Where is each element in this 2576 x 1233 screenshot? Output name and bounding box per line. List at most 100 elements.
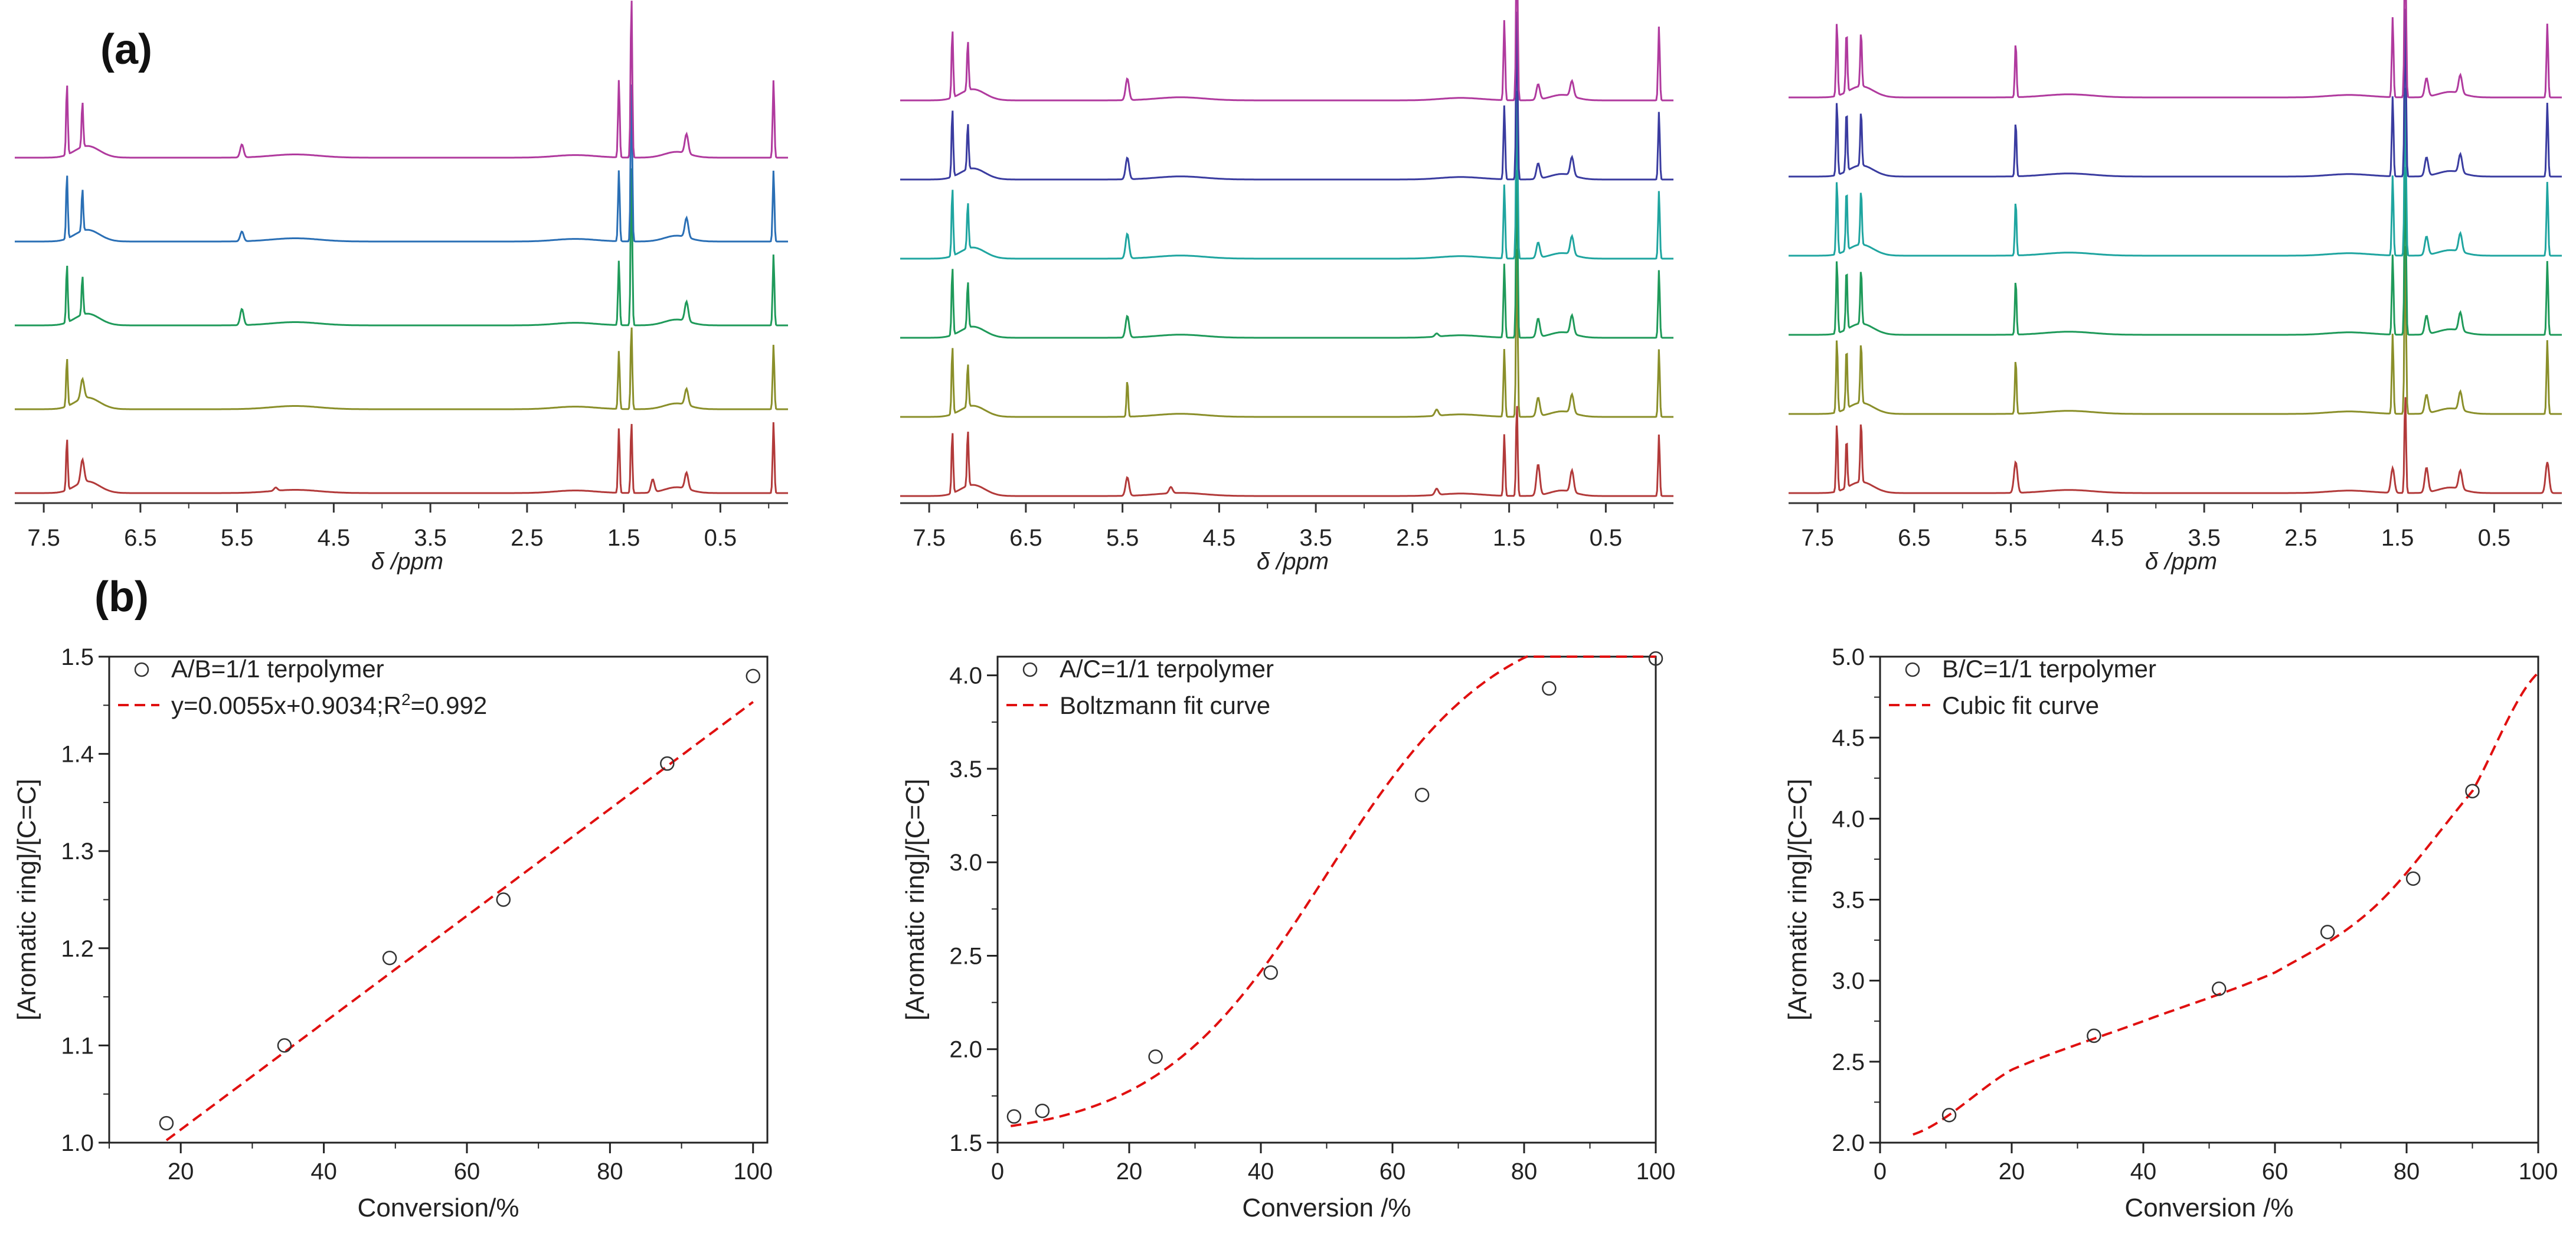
- y-tick-label: 2.5: [1832, 1049, 1865, 1075]
- x-tick-label: 7.5: [913, 525, 946, 551]
- data-point: [1542, 681, 1557, 696]
- data-point: [1148, 1049, 1163, 1064]
- spectrum-trace-2: [15, 327, 788, 410]
- legend-label-fit-tail: =0.992: [411, 691, 488, 719]
- y-tick-label: 1.2: [61, 936, 94, 962]
- legend-label-fit: Boltzmann fit curve: [1060, 691, 1270, 719]
- x-tick-label: 7.5: [1801, 525, 1834, 551]
- legend-marker-points: [1905, 662, 1920, 677]
- y-tick-label: 2.5: [949, 943, 982, 969]
- data-point: [496, 892, 511, 907]
- x-tick-label: 20: [168, 1159, 194, 1185]
- spectrum-trace-1: [900, 406, 1673, 497]
- nmr-spectra-panel-1: 7.5 6.5 5.5 4.5 3.5 2.5 1.5 0.5 δ /ppm: [15, 1, 788, 575]
- spectrum-trace-4: [15, 84, 788, 243]
- scatter-panel-ab: 20 40 60 80 100 1.0 1.1 1.2 1.3 1.4 1.5 Conversion/…: [12, 644, 773, 1222]
- y-tick-label: 3.0: [949, 850, 982, 876]
- legend-label-points: B/C=1/1 terpolymer: [1942, 655, 2156, 683]
- x-tick-label: 0.5: [1590, 525, 1623, 551]
- x-tick-label: 0.5: [704, 525, 737, 551]
- y-tick-label: 5.0: [1832, 644, 1865, 670]
- spectrum-trace-5: [1789, 8, 2562, 178]
- spectrum-trace-4: [1789, 87, 2562, 257]
- x-tick-label: 5.5: [221, 525, 254, 551]
- x-axis-title: δ /ppm: [1257, 549, 1329, 575]
- x-tick-label: 20: [1116, 1159, 1143, 1185]
- legend-marker-points: [1022, 662, 1038, 677]
- y-tick-label: 1.4: [61, 742, 94, 768]
- y-tick-label: 2.0: [949, 1037, 982, 1063]
- data-point: [2320, 925, 2335, 940]
- x-tick-label: 3.5: [1299, 525, 1332, 551]
- spectrum-trace-3: [15, 168, 788, 327]
- plot-frame: [1879, 655, 2539, 1144]
- x-tick-label: 80: [2394, 1159, 2420, 1185]
- y-tick-label: 1.5: [949, 1130, 982, 1156]
- data-point: [1414, 787, 1430, 803]
- data-point: [2087, 1028, 2101, 1043]
- scatter-panel-bc: 0 20 40 60 80 100 2.0 2.5 3.0 3.5 4.0 4.5 5.0 Convers…: [1783, 644, 2558, 1222]
- data-point: [159, 1115, 174, 1131]
- spectrum-trace-5: [900, 11, 1673, 181]
- data-point: [2405, 871, 2421, 886]
- spectrum-trace-1: [15, 422, 788, 494]
- x-tick-label: 0: [991, 1159, 1004, 1185]
- data-point: [2465, 784, 2480, 798]
- panel-label-a: (a): [100, 26, 152, 73]
- x-tick-label: 4.5: [318, 525, 351, 551]
- spectrum-trace-2: [1789, 246, 2562, 415]
- fit-curve: [165, 701, 754, 1141]
- nmr-spectra-panel-3: 7.5 6.5 5.5 4.5 3.5 2.5 1.5 0.5 δ /ppm: [1789, 0, 2562, 575]
- x-tick-label: 3.5: [2188, 525, 2221, 551]
- legend-label-points: A/B=1/1 terpolymer: [171, 655, 384, 683]
- y-tick-label: 1.3: [61, 839, 94, 865]
- data-point: [1648, 651, 1663, 666]
- x-tick-label: 0: [1874, 1159, 1887, 1185]
- legend-label-fit: y=0.0055x+0.9034;R2=0.992: [171, 690, 487, 720]
- y-tick-label: 3.5: [949, 756, 982, 782]
- x-tick-label: 60: [454, 1159, 480, 1185]
- data-point: [1006, 1109, 1022, 1124]
- data-point: [660, 756, 675, 771]
- x-tick-label: 2.5: [2284, 525, 2317, 551]
- x-tick-label: 40: [2130, 1159, 2157, 1185]
- x-tick-label: 5.5: [1995, 525, 2028, 551]
- legend-marker-points: [134, 662, 149, 677]
- fit-curve: [1913, 671, 2539, 1136]
- y-tick-label: 4.0: [1832, 806, 1865, 832]
- data-point: [1941, 1108, 1957, 1123]
- panel-label-b: (b): [94, 573, 149, 621]
- x-tick-label: 0.5: [2478, 525, 2511, 551]
- x-tick-label: 60: [2262, 1159, 2289, 1185]
- plot-frame: [996, 655, 1657, 1144]
- x-tick-label: 6.5: [124, 525, 157, 551]
- spectrum-trace-1: [1789, 397, 2562, 494]
- x-tick-label: 1.5: [1493, 525, 1526, 551]
- y-tick-label: 1.5: [61, 644, 94, 670]
- legend-label-fit: Cubic fit curve: [1942, 691, 2099, 719]
- spectrum-trace-3: [1789, 167, 2562, 336]
- y-tick-label: 1.0: [61, 1130, 94, 1156]
- scatter-panel-ac: 0 20 40 60 80 100 1.5 2.0 2.5 3.0 3.5 4.0 Conversion…: [901, 651, 1676, 1222]
- x-tick-label: 2.5: [1396, 525, 1429, 551]
- x-tick-label: 3.5: [414, 525, 447, 551]
- fit-curve: [1011, 655, 1656, 1127]
- x-tick-label: 100: [733, 1159, 773, 1185]
- x-tick-label: 100: [1636, 1159, 1676, 1185]
- x-axis-title: Conversion /%: [1242, 1193, 1411, 1222]
- x-tick-label: 60: [1379, 1159, 1406, 1185]
- y-tick-label: 1.1: [61, 1033, 94, 1059]
- x-axis-title: Conversion/%: [358, 1193, 519, 1222]
- x-tick-label: 100: [2519, 1159, 2558, 1185]
- legend-label-fit-sup: 2: [401, 690, 411, 709]
- data-point: [1035, 1103, 1050, 1118]
- x-tick-label: 80: [597, 1159, 623, 1185]
- x-tick-label: 2.5: [511, 525, 544, 551]
- x-tick-label: 1.5: [607, 525, 640, 551]
- legend-label-points: A/C=1/1 terpolymer: [1060, 655, 1274, 683]
- x-tick-label: 7.5: [27, 525, 60, 551]
- y-tick-label: 4.0: [949, 663, 982, 689]
- x-tick-label: 4.5: [2091, 525, 2124, 551]
- y-axis-title: [Aromatic ring]/[C=C]: [12, 779, 41, 1021]
- x-tick-label: 40: [1248, 1159, 1274, 1185]
